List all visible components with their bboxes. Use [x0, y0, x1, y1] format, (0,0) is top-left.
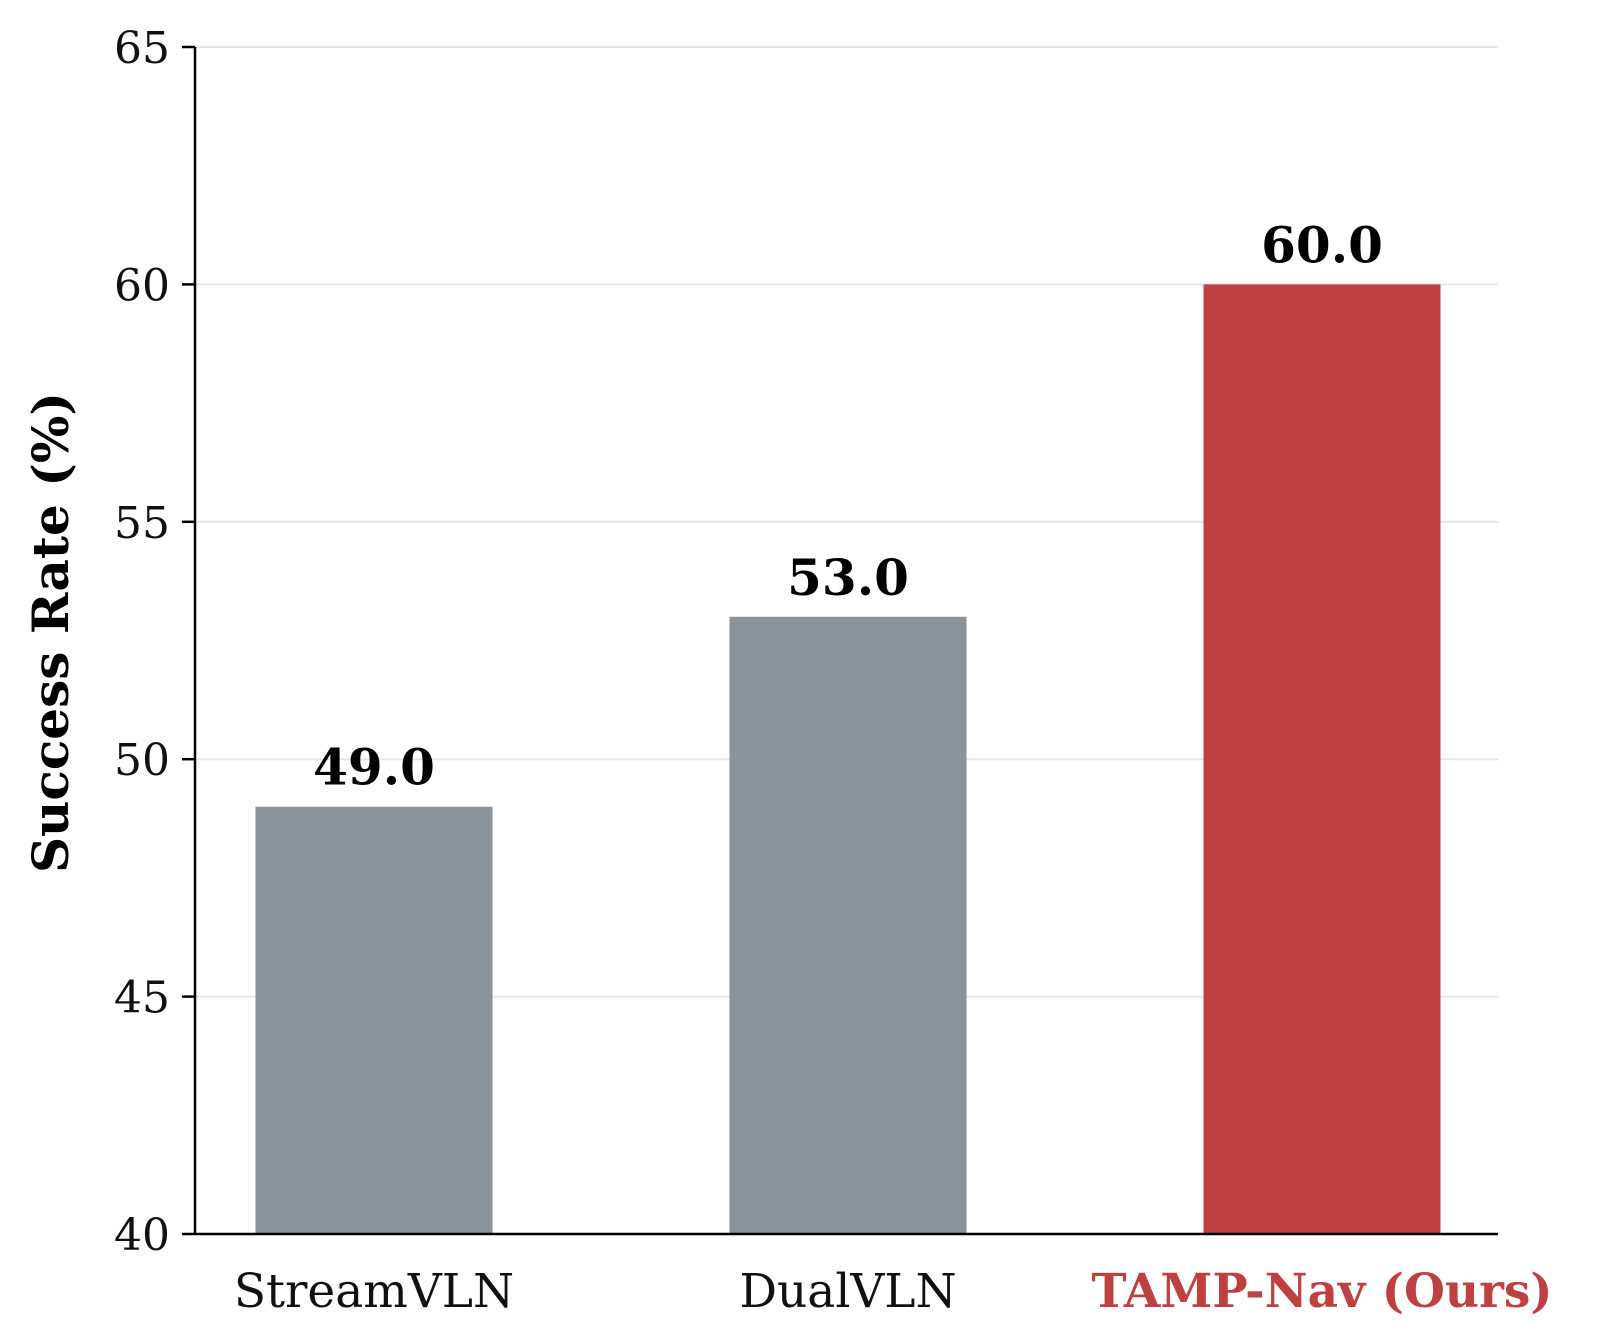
- x-tick-labels: StreamVLN DualVLN TAMP-Nav (Ours): [234, 1264, 1553, 1319]
- bars: [255, 284, 1441, 1234]
- data-label: 49.0: [313, 738, 435, 797]
- data-labels: 49.0 53.0 60.0: [313, 215, 1383, 796]
- y-tick-label: 65: [114, 23, 170, 74]
- y-ticks: 40 45 50 55 60 65: [114, 23, 195, 1261]
- bar-2: [729, 616, 967, 1234]
- y-tick-label: 60: [114, 260, 170, 311]
- bar-1: [255, 806, 493, 1234]
- data-label: 60.0: [1261, 215, 1383, 274]
- x-tick-label: DualVLN: [739, 1264, 956, 1319]
- x-tick-label: StreamVLN: [234, 1264, 514, 1319]
- y-tick-label: 55: [114, 498, 170, 549]
- y-tick-label: 45: [114, 973, 170, 1024]
- y-axis-title: Success Rate (%): [21, 392, 80, 873]
- axes: [193, 47, 1498, 1236]
- bar-3: [1203, 284, 1441, 1234]
- x-tick-label: TAMP-Nav (Ours): [1091, 1264, 1552, 1319]
- y-tick-label: 50: [114, 735, 170, 786]
- data-label: 53.0: [787, 548, 909, 607]
- y-tick-label: 40: [114, 1210, 170, 1261]
